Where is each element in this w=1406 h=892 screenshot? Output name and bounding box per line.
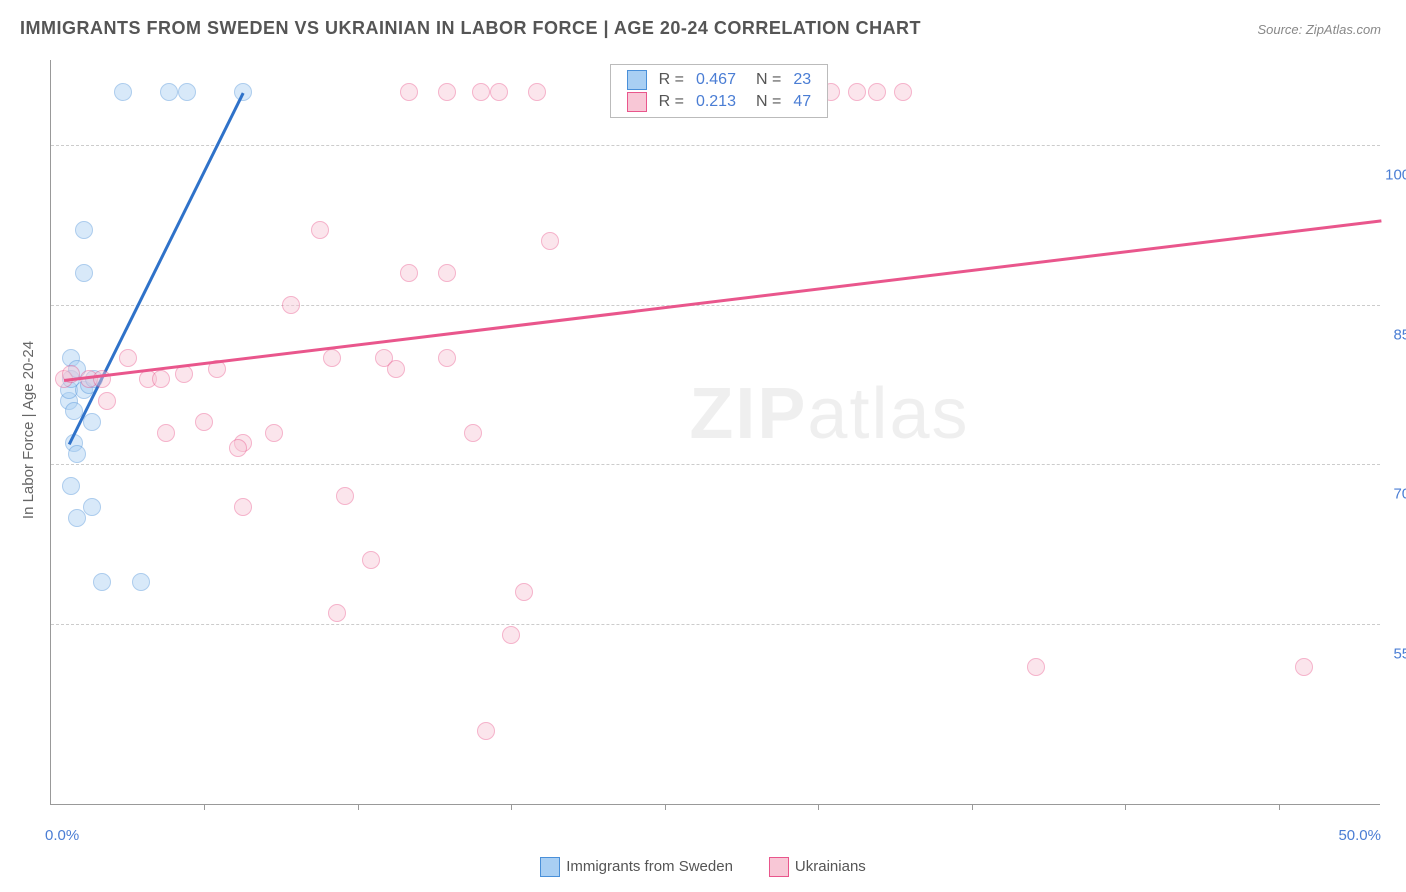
data-point-ukrainians [502,626,520,644]
data-point-ukrainians [477,722,495,740]
data-point-ukrainians [229,439,247,457]
y-tick-label: 85.0% [1384,326,1406,343]
data-point-ukrainians [195,413,213,431]
legend-item-ukrainians: Ukrainians [769,857,866,877]
plot-area: 55.0%70.0%85.0%100.0%ZIPatlasR =0.467N =… [50,60,1380,805]
data-point-ukrainians [464,424,482,442]
legend-swatch [540,857,560,877]
data-point-ukrainians [119,349,137,367]
data-point-ukrainians [438,349,456,367]
data-point-sweden [75,264,93,282]
data-point-sweden [114,83,132,101]
data-point-ukrainians [528,83,546,101]
y-tick-label: 100.0% [1384,167,1406,184]
data-point-ukrainians [265,424,283,442]
legend-swatch [769,857,789,877]
data-point-ukrainians [362,551,380,569]
x-tick [204,804,205,810]
data-point-ukrainians [336,487,354,505]
data-point-ukrainians [1027,658,1045,676]
x-tick-label: 0.0% [45,827,79,844]
x-tick-label: 50.0% [1338,827,1381,844]
data-point-ukrainians [234,498,252,516]
data-point-ukrainians [541,232,559,250]
data-point-sweden [132,573,150,591]
legend-label: Ukrainians [795,858,866,875]
gridline [51,624,1380,625]
data-point-ukrainians [328,604,346,622]
data-point-sweden [68,509,86,527]
x-tick [511,804,512,810]
data-point-ukrainians [323,349,341,367]
data-point-sweden [68,445,86,463]
data-point-ukrainians [894,83,912,101]
data-point-ukrainians [98,392,116,410]
data-point-sweden [75,221,93,239]
page-title: IMMIGRANTS FROM SWEDEN VS UKRAINIAN IN L… [20,18,921,39]
data-point-ukrainians [311,221,329,239]
trend-line-ukrainians [64,220,1382,382]
x-tick [1279,804,1280,810]
x-tick [1125,804,1126,810]
data-point-sweden [234,83,252,101]
data-point-ukrainians [157,424,175,442]
x-tick [665,804,666,810]
legend-stats: R =0.467N =23R =0.213N =47 [610,64,829,118]
x-tick [358,804,359,810]
data-point-ukrainians [282,296,300,314]
legend-label: Immigrants from Sweden [566,858,733,875]
data-point-ukrainians [515,583,533,601]
x-tick [818,804,819,810]
gridline [51,464,1380,465]
data-point-sweden [178,83,196,101]
source-label: Source: ZipAtlas.com [1257,22,1381,37]
y-tick-label: 70.0% [1384,486,1406,503]
data-point-ukrainians [387,360,405,378]
data-point-ukrainians [152,370,170,388]
data-point-ukrainians [490,83,508,101]
y-axis-title: In Labor Force | Age 20-24 [20,341,37,519]
watermark: ZIPatlas [689,373,969,455]
gridline [51,305,1380,306]
data-point-sweden [93,573,111,591]
legend-bottom: Immigrants from Sweden Ukrainians [0,857,1406,877]
data-point-sweden [83,498,101,516]
data-point-ukrainians [848,83,866,101]
data-point-ukrainians [438,83,456,101]
data-point-ukrainians [400,83,418,101]
data-point-ukrainians [1295,658,1313,676]
chart-container: IMMIGRANTS FROM SWEDEN VS UKRAINIAN IN L… [0,0,1406,892]
data-point-ukrainians [868,83,886,101]
data-point-ukrainians [472,83,490,101]
x-tick [972,804,973,810]
y-tick-label: 55.0% [1384,646,1406,663]
legend-item-sweden: Immigrants from Sweden [540,857,733,877]
data-point-ukrainians [400,264,418,282]
data-point-ukrainians [438,264,456,282]
gridline [51,145,1380,146]
data-point-sweden [83,413,101,431]
data-point-sweden [62,477,80,495]
data-point-sweden [160,83,178,101]
